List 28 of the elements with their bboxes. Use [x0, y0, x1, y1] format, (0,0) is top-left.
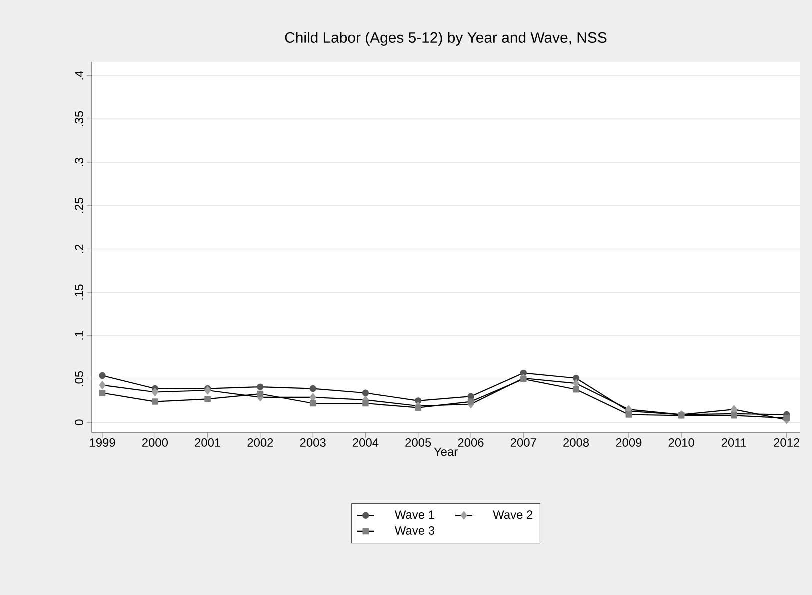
legend-label: Wave 3: [394, 526, 434, 535]
x-tick-label: 2002: [248, 438, 274, 447]
x-tick-label: 2001: [195, 438, 221, 447]
y-tick-label: .15: [75, 284, 84, 300]
x-tick-label: 2003: [300, 438, 326, 447]
legend-label: Wave 1: [394, 510, 434, 520]
legend-label: Wave 2: [493, 510, 533, 520]
x-tick-label: 2012: [774, 438, 800, 447]
x-tick-label: 2006: [458, 438, 484, 447]
y-tick-label: .4: [75, 71, 84, 80]
x-axis-title: Year: [434, 448, 458, 456]
y-tick-label: .2: [75, 244, 84, 254]
y-tick-label: .3: [75, 158, 84, 166]
x-tick-label: 2008: [564, 438, 590, 447]
x-tick-label: 2005: [406, 438, 432, 447]
y-tick-label: .05: [75, 371, 84, 386]
y-tick-label: .35: [75, 111, 84, 126]
x-tick-label: 2009: [616, 438, 642, 447]
x-tick-label: 1999: [90, 438, 116, 447]
y-tick-label: 0: [75, 420, 84, 426]
x-tick-label: 2004: [353, 438, 379, 447]
x-tick-label: 2011: [722, 438, 746, 447]
y-tick-label: .25: [75, 198, 84, 214]
x-tick-label: 2010: [668, 438, 694, 447]
chart-title: Child Labor (Ages 5-12) by Year and Wave, NSS: [285, 32, 607, 46]
x-tick-label: 2000: [142, 438, 168, 447]
x-tick-label: 2007: [510, 438, 536, 447]
y-tick-label: .1: [75, 332, 84, 340]
